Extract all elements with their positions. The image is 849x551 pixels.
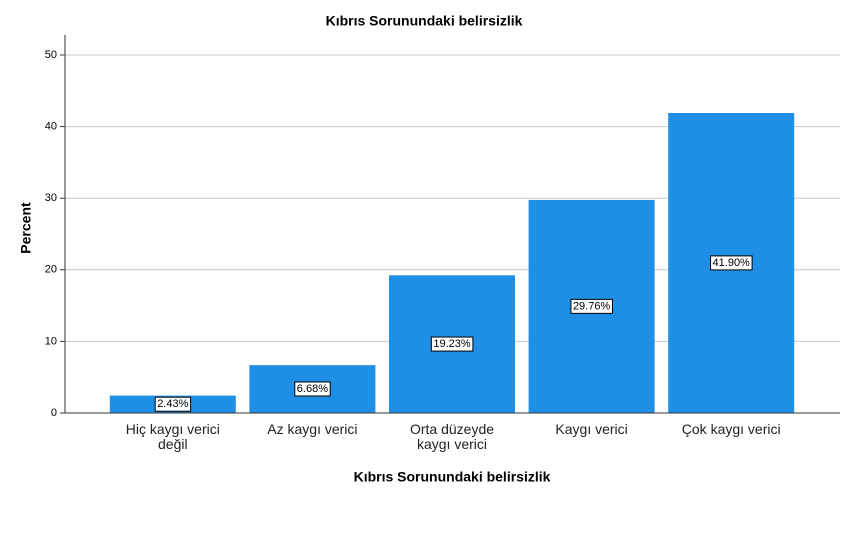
value-label: 6.68% — [297, 383, 328, 395]
value-label: 29.76% — [573, 300, 611, 312]
y-tick-label: 40 — [45, 121, 57, 133]
value-label-box — [570, 298, 613, 314]
value-label: 2.43% — [157, 398, 188, 410]
y-axis-title: Percent — [18, 202, 34, 254]
y-tick-label: 10 — [45, 335, 57, 347]
x-tick-label: Çok kaygı verici — [681, 421, 781, 437]
chart-title: Kıbrıs Sorunundaki belirsizlik — [326, 13, 523, 29]
x-tick-label: Hiç kaygı verici değil — [125, 421, 220, 452]
value-label-box — [154, 396, 192, 412]
value-label: 19.23% — [433, 338, 471, 350]
y-tick-label: 0 — [51, 407, 57, 419]
y-tick-label: 50 — [45, 49, 57, 61]
value-label: 41.90% — [713, 257, 751, 269]
x-tick-label: Az kaygı verici — [267, 421, 358, 437]
y-tick-label: 20 — [45, 264, 57, 276]
value-label-box — [430, 336, 474, 352]
x-tick-label: Orta düzeyde kaygı verici — [409, 421, 495, 452]
x-axis-title: Kıbrıs Sorunundaki belirsizlik — [354, 469, 551, 485]
value-label-box — [710, 255, 753, 271]
value-label-box — [294, 381, 331, 397]
y-tick-label: 30 — [45, 192, 57, 204]
x-tick-label: Kaygı verici — [555, 421, 628, 437]
